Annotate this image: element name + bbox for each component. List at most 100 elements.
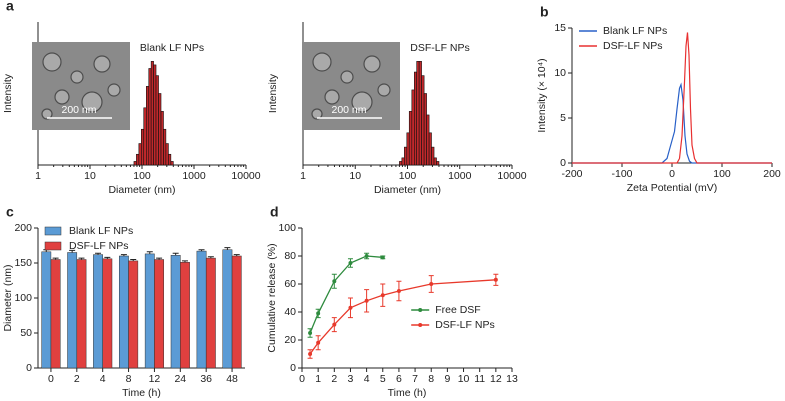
x-tick-label: 6 xyxy=(396,373,402,385)
hist-bar xyxy=(141,128,145,166)
bar xyxy=(41,251,52,369)
x-axis-label: Diameter (nm) xyxy=(374,184,441,196)
error-bar xyxy=(78,257,85,260)
x-tick-label: 12 xyxy=(490,373,502,385)
point xyxy=(332,322,337,327)
x-tick-label: 10000 xyxy=(497,170,526,182)
x-tick-label: 1000 xyxy=(448,170,472,182)
error-bar xyxy=(146,251,153,254)
scale-label: 200 nm xyxy=(331,104,366,116)
x-tick-label: 4 xyxy=(100,373,106,385)
y-tick-label: 40 xyxy=(284,306,296,318)
hist-bar xyxy=(433,157,437,166)
x-tick-label: 0 xyxy=(669,168,675,180)
inset-particle xyxy=(81,91,103,113)
hist-bar xyxy=(423,93,427,166)
bar xyxy=(93,254,103,369)
error-bar xyxy=(52,257,59,260)
inset-particle xyxy=(107,83,121,97)
legend-label: DSF-LF NPs xyxy=(69,240,129,252)
y-axis-label: Intensity (× 10⁴) xyxy=(536,58,548,132)
hist-bar xyxy=(408,111,413,166)
legend-label: Free DSF xyxy=(435,304,481,316)
x-tick-label: 10 xyxy=(458,373,470,385)
x-tick-label: 10000 xyxy=(231,170,260,182)
bar xyxy=(205,257,216,369)
y-tick-label: 0 xyxy=(26,362,32,374)
x-tick-label: 0 xyxy=(48,373,54,385)
hist-bar xyxy=(414,71,418,166)
panel-label: a xyxy=(6,0,14,14)
inset-particle xyxy=(42,52,62,72)
x-tick-label: 36 xyxy=(200,373,212,385)
legend-point xyxy=(418,323,423,327)
legend-swatch xyxy=(44,241,62,251)
bar xyxy=(180,262,190,369)
y-tick-label: 50 xyxy=(20,327,32,339)
point xyxy=(348,261,353,265)
error-bar xyxy=(156,257,163,260)
hist-bar xyxy=(165,143,169,166)
hist-bar xyxy=(168,153,172,166)
y-axis-label: Intensity xyxy=(2,73,14,113)
x-tick-label: 24 xyxy=(174,373,186,385)
hist-bar xyxy=(428,132,432,166)
bar xyxy=(170,255,181,369)
hist-bar xyxy=(146,86,150,166)
point xyxy=(493,277,498,282)
x-tick-label: 200 xyxy=(763,168,781,180)
x-tick-label: 0 xyxy=(299,373,305,385)
legend-label: Blank LF NPs xyxy=(603,25,667,37)
point xyxy=(429,282,434,286)
panel-label: d xyxy=(270,204,279,220)
chart-title: Blank LF NPs xyxy=(140,42,204,54)
error-bar xyxy=(224,247,231,250)
inset-particle xyxy=(311,108,323,120)
point xyxy=(380,255,385,260)
y-axis-label: Diameter (nm) xyxy=(2,264,14,331)
error-bar xyxy=(181,260,188,263)
bar xyxy=(196,250,207,369)
x-tick-label: 2 xyxy=(331,373,337,385)
x-tick-label: 10 xyxy=(349,170,361,182)
hist-bar xyxy=(148,68,152,166)
bar xyxy=(231,255,242,369)
y-tick-label: 0 xyxy=(560,157,566,169)
bar xyxy=(128,260,139,369)
legend-point xyxy=(418,308,423,312)
y-axis-label: Intensity xyxy=(267,73,279,113)
inset-particle xyxy=(41,108,53,120)
bar xyxy=(222,249,233,369)
series-line xyxy=(572,32,772,164)
error-bar xyxy=(120,254,127,256)
hist-bar xyxy=(426,114,430,166)
bar xyxy=(102,258,113,369)
hist-bar xyxy=(170,161,174,166)
axis-line xyxy=(571,28,772,164)
inset-particle xyxy=(340,70,354,84)
tem-inset: 200 nm xyxy=(32,42,130,130)
y-tick-label: 10 xyxy=(554,67,566,79)
error-bar xyxy=(172,252,179,256)
y-axis-label: Cumulative release (%) xyxy=(266,243,278,352)
hist-bar xyxy=(143,107,147,166)
error-bar xyxy=(130,259,137,261)
series-line xyxy=(309,255,383,334)
y-tick-label: 100 xyxy=(278,222,296,234)
legend-label: DSF-LF NPs xyxy=(435,319,495,331)
point xyxy=(316,311,321,316)
point xyxy=(364,298,369,303)
hist-bar xyxy=(436,161,440,166)
y-tick-label: 0 xyxy=(290,362,296,374)
axis-line xyxy=(301,228,512,369)
y-tick-label: 15 xyxy=(554,22,566,34)
x-tick-label: 48 xyxy=(226,373,238,385)
bar xyxy=(154,259,165,369)
x-tick-label: 100 xyxy=(399,170,417,182)
y-tick-label: 20 xyxy=(284,334,296,346)
x-tick-label: 2 xyxy=(74,373,80,385)
x-tick-label: 100 xyxy=(713,168,731,180)
error-bar xyxy=(233,254,240,256)
hist-bar xyxy=(421,75,425,166)
